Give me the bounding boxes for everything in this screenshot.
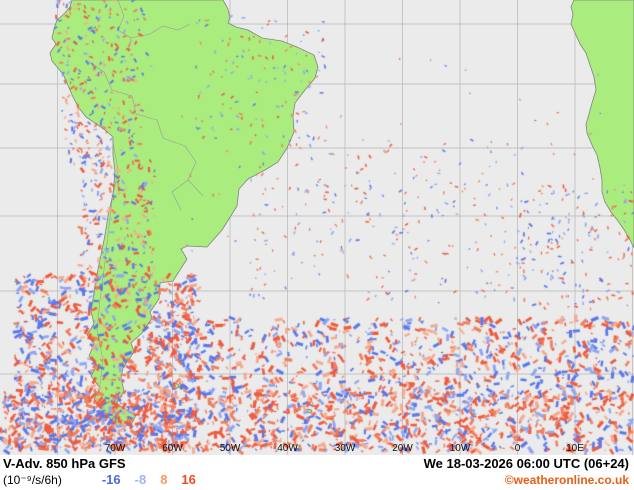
units-label: (10⁻⁹/s/6h) bbox=[3, 473, 62, 487]
advection-speckle-layer bbox=[0, 0, 634, 455]
model-name: GFS bbox=[98, 456, 126, 471]
legend-value: 8 bbox=[160, 472, 168, 487]
map-container: 70W 60W 50W 40W 30W 20W 10W 0 10E bbox=[0, 0, 634, 455]
datetime-block: We 18-03-2026 06:00 UTC (06+24) ©weather… bbox=[424, 456, 629, 488]
legend-value: 16 bbox=[181, 472, 196, 487]
footer: V-Adv. 850 hPa GFS (10⁻⁹/s/6h) -16 -8 8 16 W… bbox=[0, 455, 634, 490]
legend-value: -8 bbox=[134, 472, 147, 487]
copyright-link[interactable]: ©weatheronline.co.uk bbox=[504, 473, 629, 487]
map-title: V-Adv. 850 hPa bbox=[3, 456, 96, 471]
legend-block: V-Adv. 850 hPa GFS (10⁻⁹/s/6h) -16 -8 8 16 bbox=[3, 456, 210, 488]
legend-scale: -16 -8 8 16 bbox=[101, 472, 210, 487]
timestamp: We 18-03-2026 06:00 UTC (06+24) bbox=[423, 456, 629, 471]
legend-value: -16 bbox=[101, 472, 121, 487]
